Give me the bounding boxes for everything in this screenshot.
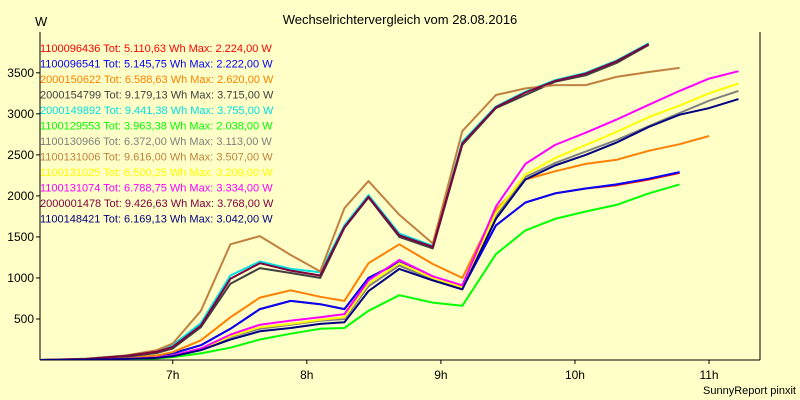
legend-entry-0: 1100096436 Tot: 5.110,63 Wh Max: 2.224,0…	[40, 43, 272, 55]
legend-entry-8: 1100131025 Tot: 6.500,25 Wh Max: 3.209,0…	[40, 167, 273, 179]
x-tick-label: 11h	[699, 368, 718, 382]
legend-entry-10: 2000001478 Tot: 9.426,63 Wh Max: 3.768,0…	[40, 198, 274, 210]
legend-entry-6: 1100130966 Tot: 6.372,00 Wh Max: 3.113,0…	[40, 136, 272, 148]
axes: 500 1000 1500 2000 2500 3000 3500 7h 8h 9h 10h 11h	[7, 32, 761, 382]
series-line-11	[40, 98, 739, 360]
x-tick-label: 9h	[434, 368, 447, 382]
legend-entry-2: 2000150622 Tot: 6.588,63 Wh Max: 2.620,0…	[40, 74, 274, 86]
y-tick-label: 500	[14, 312, 34, 326]
legend-entry-9: 1100131074 Tot: 6.788,75 Wh Max: 3.334,0…	[40, 183, 273, 195]
x-tick-label: 8h	[300, 368, 313, 382]
y-tick-label: 1000	[7, 271, 34, 285]
legend-entry-7: 1100131006 Tot: 9.616,00 Wh Max: 3.507,0…	[40, 152, 273, 164]
x-tick-label: 10h	[565, 368, 585, 382]
series-line-7	[40, 66, 680, 360]
legend-entry-5: 1100129553 Tot: 3.963,38 Wh Max: 2.038,0…	[40, 121, 273, 133]
y-tick-label: 1500	[7, 230, 34, 244]
series-lines	[40, 42, 739, 360]
legend: 1100096436 Tot: 5.110,63 Wh Max: 2.224,0…	[40, 43, 274, 226]
legend-entry-1: 1100096541 Tot: 5.145,75 Wh Max: 2.222,0…	[40, 59, 273, 71]
y-tick-label: 3500	[7, 66, 34, 80]
y-axis-label: W	[35, 14, 48, 29]
y-tick-label: 3000	[7, 107, 34, 121]
series-line-10	[40, 43, 650, 360]
y-tick-label: 2500	[7, 148, 34, 162]
series-line-2	[40, 135, 710, 360]
legend-entry-3: 2000154799 Tot: 9.179,13 Wh Max: 3.715,0…	[40, 90, 274, 102]
legend-entry-4: 2000149892 Tot: 9.441,38 Wh Max: 3.755,0…	[40, 105, 274, 117]
x-tick-label: 7h	[166, 368, 179, 382]
chart-title: Wechselrichtervergleich vom 28.08.2016	[283, 12, 518, 27]
legend-entry-11: 1100148421 Tot: 6.169,13 Wh Max: 3.042,0…	[40, 214, 273, 226]
footer-label: SunnyReport pinxit	[703, 385, 796, 397]
y-tick-label: 2000	[7, 189, 34, 203]
